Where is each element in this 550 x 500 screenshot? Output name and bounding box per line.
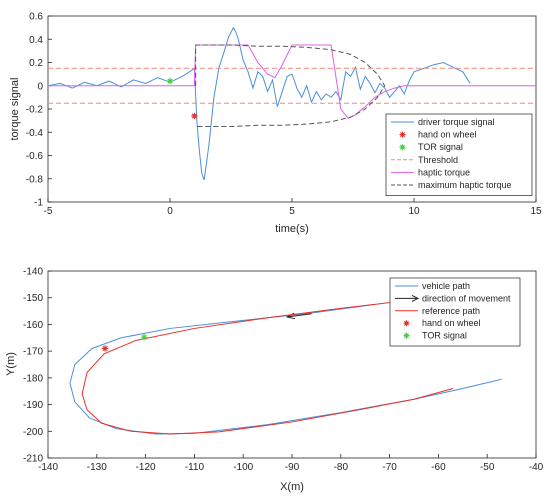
path-x-tick-label: -50 <box>480 462 495 473</box>
torque-y-tick-label: 0.6 <box>29 12 43 23</box>
path-x-tick-label: -140 <box>38 462 58 473</box>
torque-driver-torque-signal-line <box>48 26 471 181</box>
torque-x-tick-label: 5 <box>289 206 295 217</box>
torque-threshold-line <box>48 67 536 104</box>
torque-legend-label: maximum haptic torque <box>418 180 512 190</box>
path-hand-on-wheel-marker <box>101 345 109 352</box>
torque-y-axis-label: torque signal <box>9 78 21 141</box>
path-y-tick-label: -180 <box>23 373 43 384</box>
path-y-tick-label: -210 <box>23 454 43 465</box>
torque-legend-label: TOR signal <box>418 142 463 152</box>
path-x-tick-label: -130 <box>87 462 107 473</box>
path-y-tick-label: -170 <box>23 347 43 358</box>
torque-legend-label: Threshold <box>418 155 458 165</box>
torque-legend-label: hand on wheel <box>418 130 477 140</box>
torque-haptic-torque-line <box>48 44 536 119</box>
path-legend-label: hand on wheel <box>422 318 481 328</box>
torque-x-tick-label: 15 <box>530 206 542 217</box>
path-legend <box>389 277 521 347</box>
path-chart: -140 -130 -120 -110 -100 -90 -80 -70 -60 -50 -40 -2… <box>5 267 544 494</box>
path-x-tick-label: -60 <box>431 462 446 473</box>
path-legend-swatch <box>403 320 410 327</box>
path-reference-path-line <box>81 298 454 435</box>
torque-legend <box>385 113 533 196</box>
torque-legend-label: haptic torque <box>418 167 470 177</box>
path-x-tick-label: -120 <box>136 462 156 473</box>
path-y-tick-label: -140 <box>23 267 43 278</box>
path-legend-label: TOR signal <box>422 331 467 341</box>
path-x-tick-label: -110 <box>185 462 205 473</box>
torque-x-tick-label: 0 <box>167 206 173 217</box>
torque-x-tick-label: 10 <box>408 206 420 217</box>
path-x-tick-label: -100 <box>233 462 253 473</box>
path-legend-label: direction of movement <box>422 293 511 303</box>
path-y-tick-label: -160 <box>23 320 43 331</box>
torque-x-tick-label: -5 <box>44 206 53 217</box>
torque-legend-swatch <box>399 131 406 138</box>
torque-maximum-haptic-torque-line <box>195 44 386 127</box>
path-x-tick-label: -80 <box>334 462 349 473</box>
path-legend-label: vehicle path <box>422 281 470 291</box>
path-legend-swatch <box>403 332 410 339</box>
path-x-axis-label: X(m) <box>280 481 304 493</box>
torque-y-tick-label: -0.4 <box>26 128 44 139</box>
torque-hand-on-wheel-marker <box>191 112 198 120</box>
torque-legend-label: driver torque signal <box>418 117 495 127</box>
torque-chart: -5 0 5 10 15 -1 -0.8 -0.6 -0.4 -0.2 0 0.2 0.4 0.6 tim… <box>9 12 542 236</box>
torque-y-tick-label: -0.2 <box>26 105 44 116</box>
path-x-tick-label: -40 <box>529 462 544 473</box>
torque-y-tick-label: 0 <box>37 81 43 92</box>
torque-x-axis-label: time(s) <box>275 223 309 235</box>
torque-y-tick-label: -0.8 <box>26 174 44 185</box>
path-legend-label: reference path <box>422 306 480 316</box>
path-y-tick-label: -150 <box>23 293 43 304</box>
torque-y-tick-label: -0.6 <box>26 151 44 162</box>
path-x-tick-label: -70 <box>382 462 397 473</box>
torque-tor-signal-marker <box>166 77 174 85</box>
torque-y-tick-label: 0.4 <box>29 35 43 46</box>
torque-y-tick-label: -1 <box>34 198 43 209</box>
torque-y-tick-label: 0.2 <box>29 58 43 69</box>
path-y-tick-label: -190 <box>23 400 43 411</box>
torque-legend-swatch <box>399 144 406 151</box>
path-y-axis-label: Y(m) <box>5 352 17 376</box>
path-x-tick-label: -90 <box>285 462 300 473</box>
path-tor-signal-marker <box>140 334 148 341</box>
path-legend-swatch <box>395 294 420 302</box>
path-y-tick-label: -200 <box>23 427 43 438</box>
